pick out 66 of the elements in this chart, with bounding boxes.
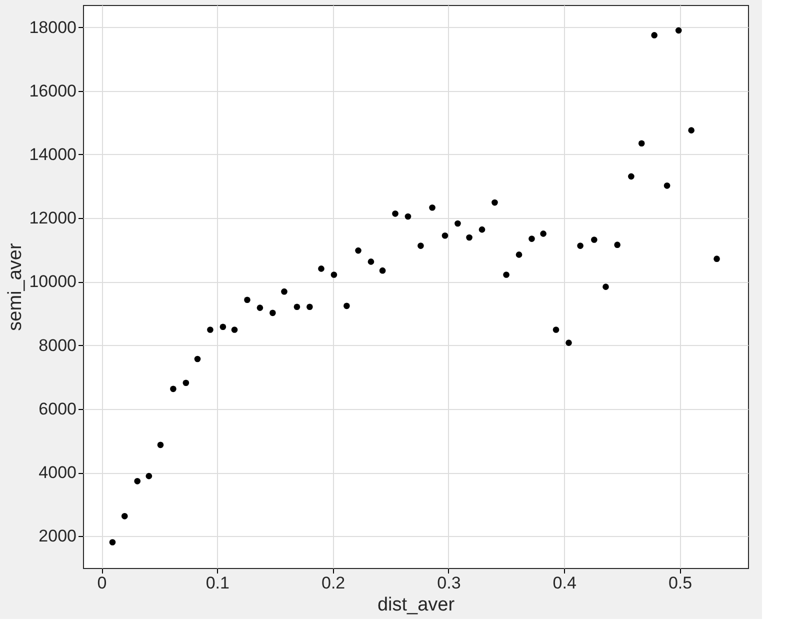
y-axis-title: semi_aver [5,242,26,331]
y-tick-label: 2000 [38,526,76,546]
point [231,326,238,333]
point [577,242,584,249]
point [664,182,670,189]
point [614,242,620,248]
point [244,296,250,304]
point [688,127,694,134]
y-tick-label: 10000 [29,272,76,292]
x-tick-label: 0.3 [437,574,461,592]
point [392,210,398,217]
point [134,478,141,484]
x-tick-label: 0.4 [552,574,576,592]
point [404,213,412,220]
point [442,232,448,239]
point [270,310,276,316]
point [194,356,201,362]
y-tick-label: 18000 [29,18,76,37]
y-tick-label: 4000 [38,463,76,482]
x-tick-label: 0 [97,574,107,592]
point [121,512,128,520]
y-tick-label: 14000 [29,144,76,164]
point [368,258,374,265]
point [355,247,362,254]
point [566,340,572,346]
point [294,304,300,310]
point [207,326,214,333]
y-tick-label: 12000 [29,208,76,228]
point [379,267,386,274]
point [220,324,226,330]
x-axis-title: dist_aver [377,594,456,616]
point [344,302,350,310]
point [281,288,288,295]
point [540,230,546,237]
point [157,442,164,448]
x-tick-label: 0.5 [668,574,692,592]
point [170,386,176,392]
point [418,242,424,249]
point [492,199,498,206]
x-tick-label: 0.1 [206,574,230,592]
y-tick-label: 8000 [38,336,76,355]
point [182,380,190,386]
x-tick-label: 0.2 [321,574,346,592]
point [675,27,682,34]
point [454,220,461,227]
point [552,326,560,333]
point [602,284,609,290]
point [109,539,116,546]
point [318,266,324,272]
point [330,272,338,278]
point [628,173,634,180]
y-tick-label: 16000 [29,81,76,100]
point [503,272,510,278]
point [146,472,152,480]
point [306,304,313,310]
point [714,256,720,262]
y-tick-label: 6000 [38,399,76,418]
point [466,234,472,241]
point [478,226,486,233]
point [591,236,598,243]
point [516,252,522,258]
point [429,204,436,211]
point [638,140,645,147]
point [651,32,658,38]
point [256,304,264,311]
point [528,236,535,242]
